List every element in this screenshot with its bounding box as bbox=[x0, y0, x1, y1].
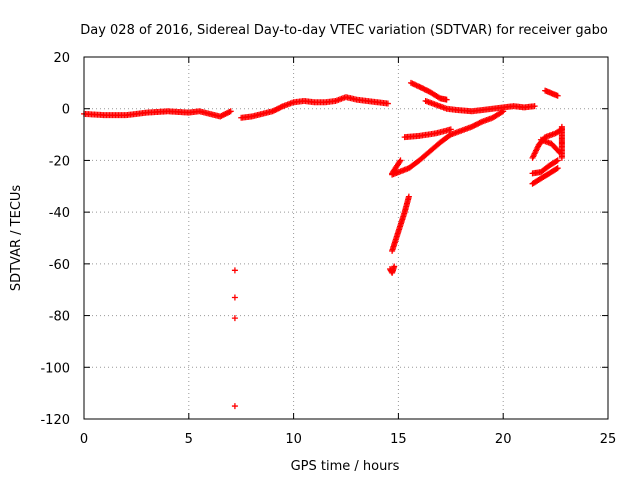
data-point bbox=[531, 103, 538, 110]
data-point bbox=[227, 108, 234, 115]
data-point bbox=[554, 92, 561, 99]
outlier-point bbox=[231, 294, 238, 301]
data-series bbox=[81, 79, 565, 410]
data-point bbox=[391, 263, 398, 270]
data-point bbox=[443, 96, 450, 103]
data-point bbox=[554, 165, 561, 172]
x-tick-label: 15 bbox=[390, 432, 407, 447]
y-axis-ticks: 20 0 -20 -40 -60 -80 -100 -120 bbox=[40, 51, 608, 428]
outlier-point bbox=[231, 267, 238, 274]
y-tick-label: -120 bbox=[40, 413, 70, 428]
x-axis-label: GPS time / hours bbox=[291, 459, 400, 474]
data-point bbox=[384, 100, 391, 107]
x-tick-label: 0 bbox=[80, 432, 88, 447]
data-point bbox=[554, 157, 561, 164]
y-tick-label: -20 bbox=[49, 154, 70, 169]
grid bbox=[84, 57, 608, 419]
x-axis-ticks: 0 5 10 15 20 25 bbox=[80, 57, 616, 447]
x-tick-label: 10 bbox=[285, 432, 302, 447]
x-tick-label: 5 bbox=[185, 432, 193, 447]
data-point bbox=[396, 158, 403, 165]
y-tick-label: 0 bbox=[62, 103, 70, 118]
y-axis-label: SDTVAR / TECUs bbox=[9, 185, 24, 292]
y-tick-label: 20 bbox=[53, 51, 70, 66]
x-tick-label: 20 bbox=[495, 432, 512, 447]
y-tick-label: -80 bbox=[49, 310, 70, 325]
chart-title: Day 028 of 2016, Sidereal Day-to-day VTE… bbox=[80, 23, 608, 38]
plot-frame bbox=[83, 56, 609, 420]
data-point bbox=[553, 165, 560, 172]
y-tick-label: -40 bbox=[49, 206, 70, 221]
outlier-point bbox=[231, 403, 238, 410]
data-point bbox=[397, 157, 404, 164]
data-point bbox=[553, 158, 560, 165]
y-tick-label: -100 bbox=[40, 361, 70, 376]
data-point bbox=[447, 126, 454, 133]
data-point bbox=[405, 193, 412, 200]
outlier-point bbox=[231, 315, 238, 322]
x-tick-label: 25 bbox=[600, 432, 617, 447]
data-point bbox=[558, 154, 565, 161]
y-tick-label: -60 bbox=[49, 258, 70, 273]
